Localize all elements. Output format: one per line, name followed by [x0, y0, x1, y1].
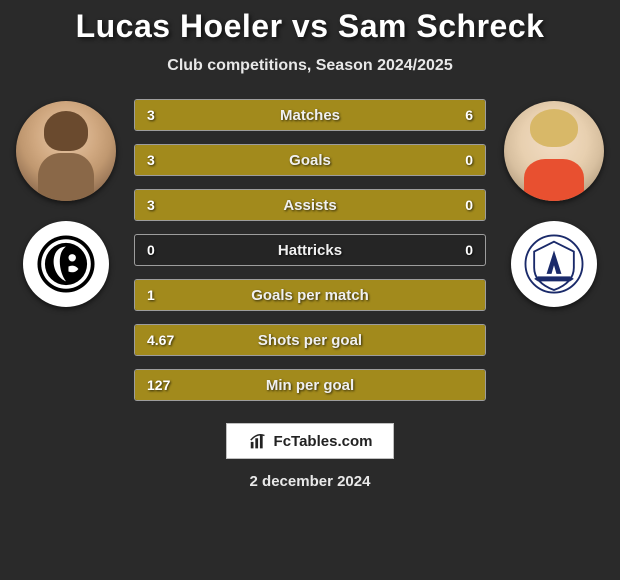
- comparison-card: Lucas Hoeler vs Sam Schreck Club competi…: [0, 0, 620, 580]
- stat-row: 1Goals per match: [134, 279, 486, 311]
- left-column: [16, 99, 116, 307]
- stat-row: 36Matches: [134, 99, 486, 131]
- stat-label: Shots per goal: [135, 325, 485, 355]
- stat-row: 30Assists: [134, 189, 486, 221]
- page-title: Lucas Hoeler vs Sam Schreck: [0, 8, 620, 45]
- stat-label: Min per goal: [135, 370, 485, 400]
- stat-label: Goals per match: [135, 280, 485, 310]
- freiburg-badge-icon: [35, 233, 97, 295]
- stat-row: 4.67Shots per goal: [134, 324, 486, 356]
- player-left-club-badge: [23, 221, 109, 307]
- arminia-badge-icon: [523, 233, 585, 295]
- stat-label: Matches: [135, 100, 485, 130]
- player-right-avatar: [504, 101, 604, 201]
- stat-label: Hattricks: [135, 235, 485, 265]
- page-subtitle: Club competitions, Season 2024/2025: [0, 57, 620, 75]
- stat-row: 30Goals: [134, 144, 486, 176]
- fctables-logo-icon: [248, 430, 270, 452]
- main-row: 36Matches 30Goals 30Assists 00Hattricks 1Goa…: [0, 99, 620, 401]
- branding-text: FcTables.com: [274, 433, 373, 450]
- stat-label: Goals: [135, 145, 485, 175]
- footer-date: 2 december 2024: [0, 473, 620, 490]
- right-column: [504, 99, 604, 307]
- stat-row: 00Hattricks: [134, 234, 486, 266]
- player-right-club-badge: [511, 221, 597, 307]
- stats-column: 36Matches 30Goals 30Assists 00Hattricks 1Goa…: [134, 99, 486, 401]
- branding-badge: FcTables.com: [226, 423, 394, 459]
- stat-row: 127Min per goal: [134, 369, 486, 401]
- player-left-avatar: [16, 101, 116, 201]
- stat-label: Assists: [135, 190, 485, 220]
